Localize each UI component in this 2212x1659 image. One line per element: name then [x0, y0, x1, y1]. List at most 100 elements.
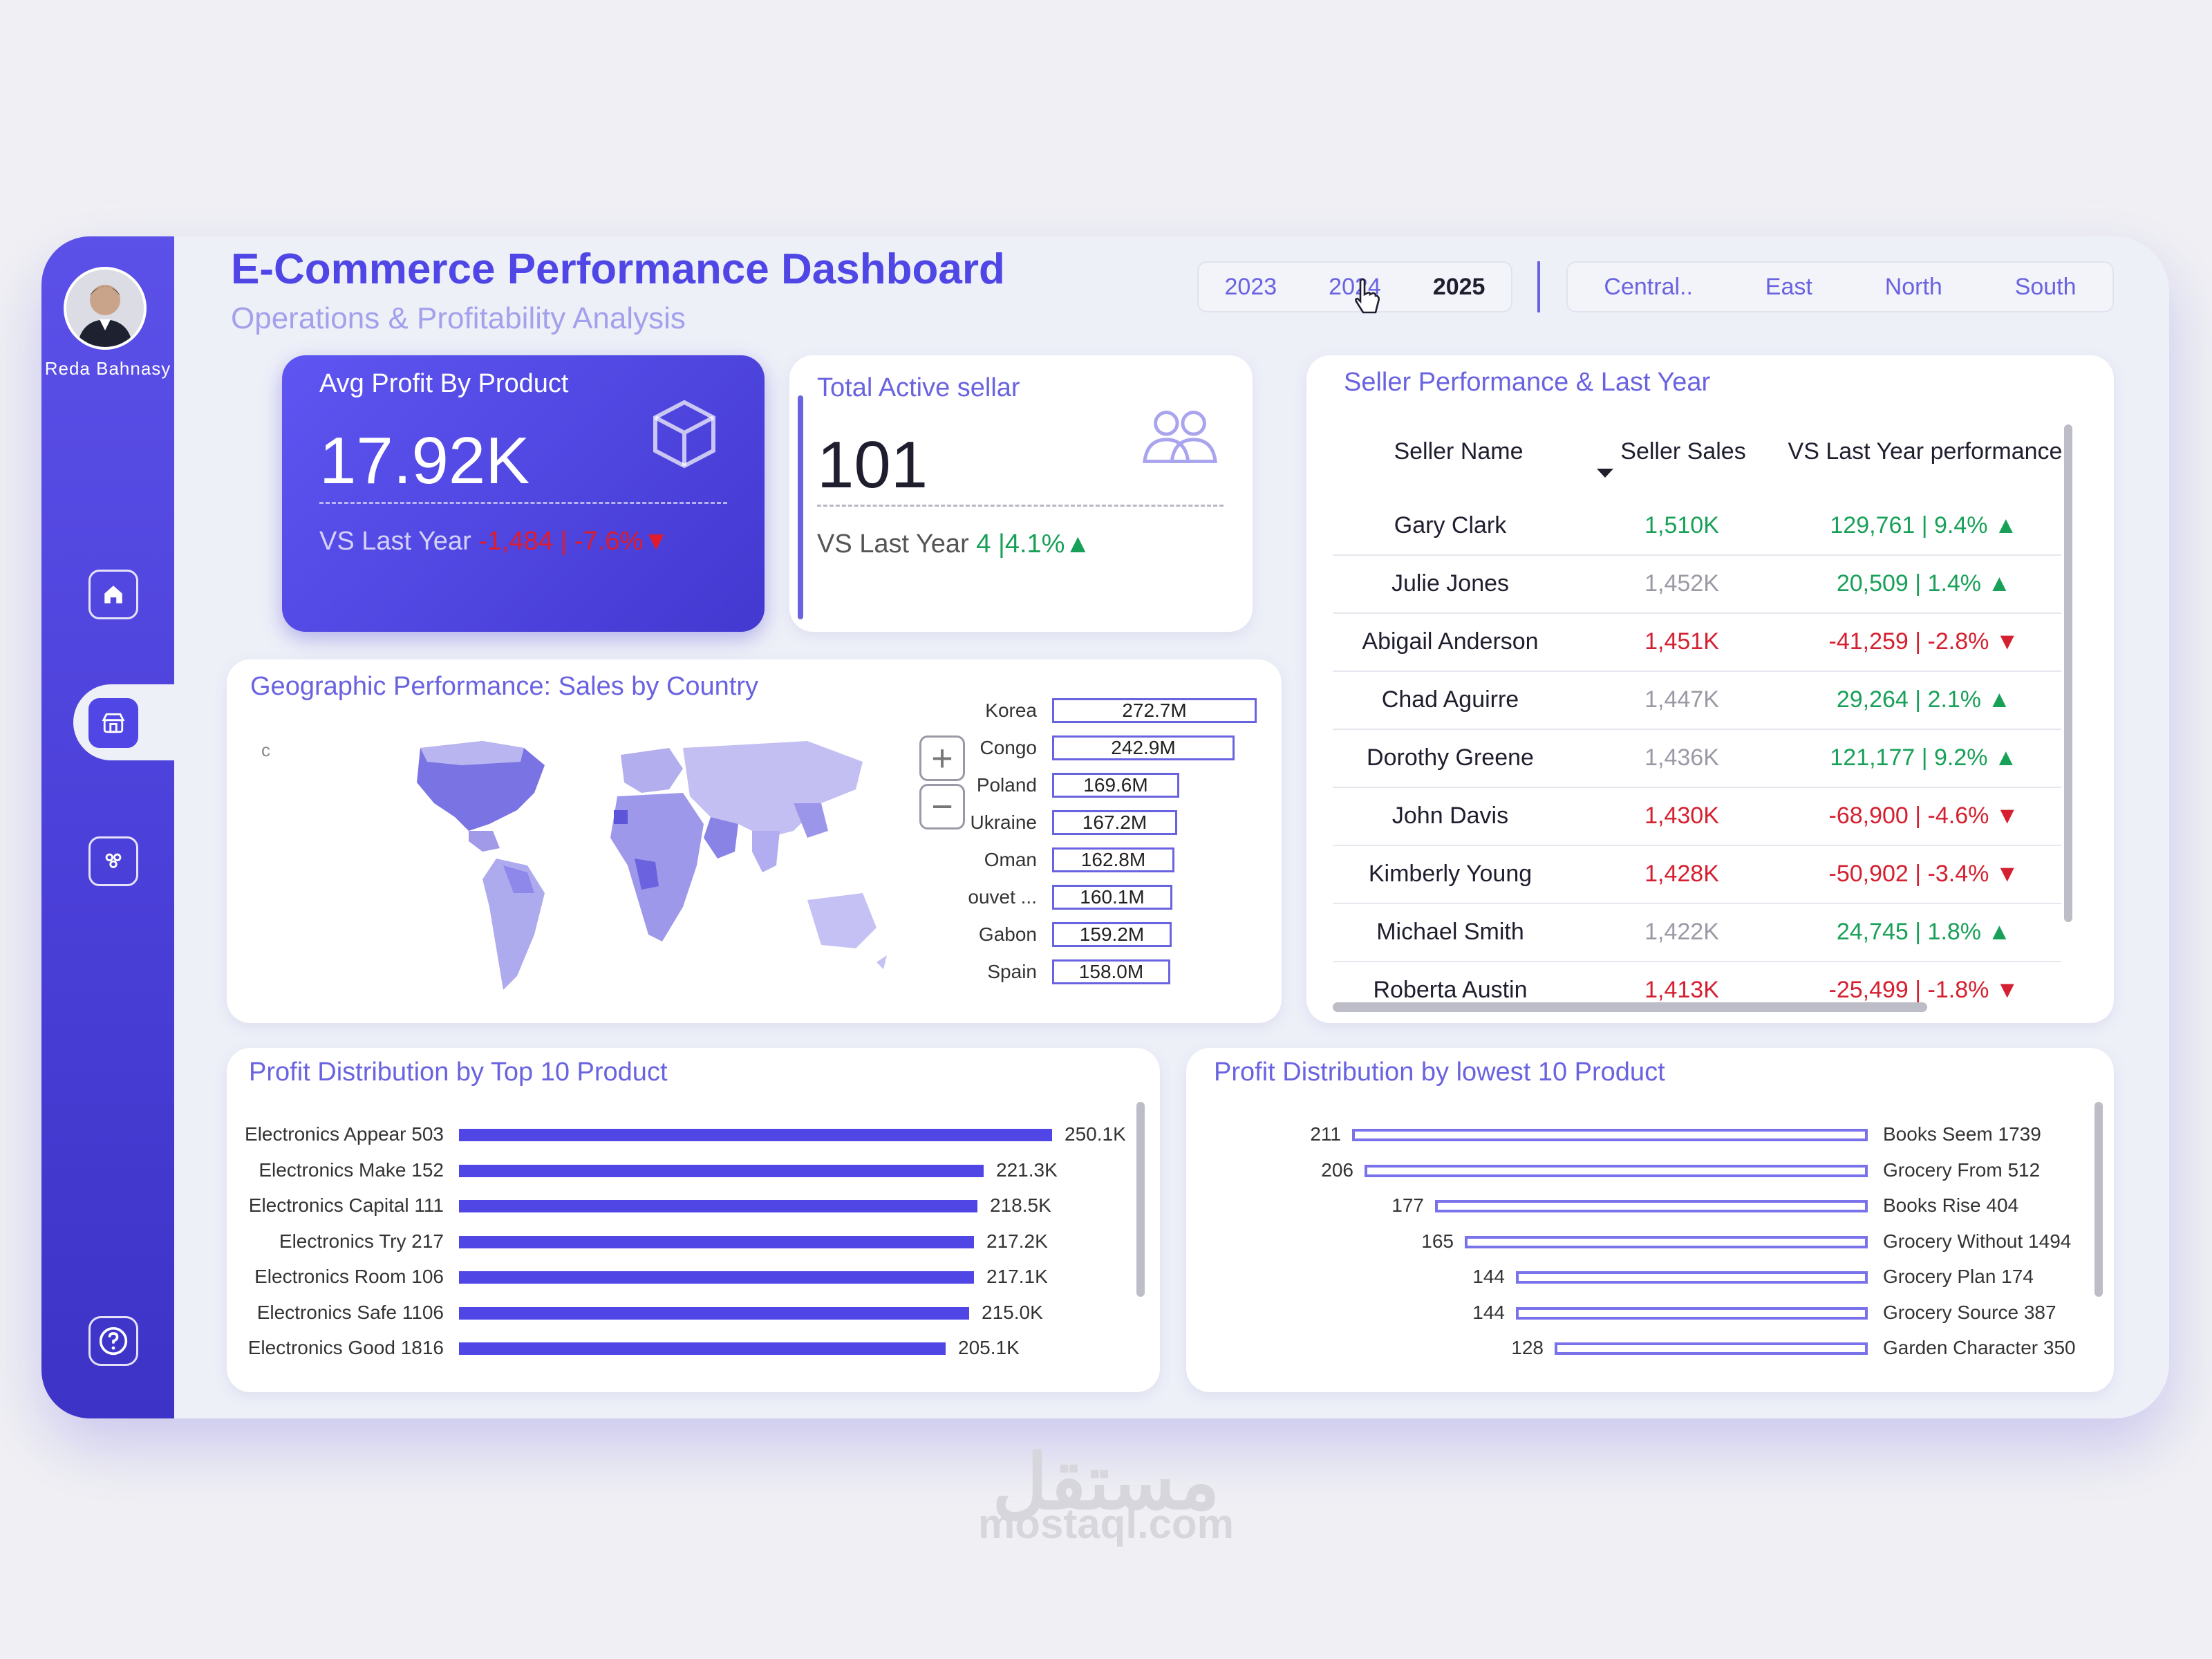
table-row[interactable]: Michael Smith 1,422K 24,745 | 1.8% ▲	[1333, 903, 2061, 962]
region-option-south[interactable]: South	[2014, 273, 2077, 300]
world-map[interactable]	[379, 727, 904, 1004]
top-products-scrollbar[interactable]	[1136, 1102, 1145, 1297]
product-label: Garden Character 350	[1883, 1337, 2076, 1358]
product-bar[interactable]	[1465, 1235, 1868, 1248]
lowest-products-title: Profit Distribution by lowest 10 Product	[1214, 1058, 1665, 1087]
map-zoom-out-button[interactable]: −	[919, 784, 965, 830]
kpi-sellers-vs-value: 4 |4.1%	[976, 529, 1065, 559]
product-bar[interactable]	[459, 1164, 984, 1177]
seller-vs-value: 29,264 | 2.1%	[1836, 686, 1982, 713]
product-bar[interactable]	[1365, 1164, 1868, 1177]
seller-name-cell: Dorothy Greene	[1367, 744, 1534, 771]
product-value-label: 205.1K	[958, 1337, 1020, 1358]
product-label: Grocery Plan 174	[1883, 1266, 2034, 1287]
avatar[interactable]	[64, 267, 147, 350]
kpi-vs-arrow: ▼	[643, 527, 669, 556]
seller-sales-cell: 1,451K	[1644, 628, 1719, 655]
user-name: Reda Bahnasy	[44, 358, 171, 379]
year-slicer: 2023 2024 2025	[1197, 261, 1512, 312]
store-icon	[102, 713, 125, 733]
product-bar[interactable]	[1516, 1306, 1868, 1320]
product-bar[interactable]	[459, 1271, 974, 1284]
nav-team-button[interactable]	[88, 836, 138, 886]
team-icon	[105, 853, 122, 868]
table-row[interactable]: John Davis 1,430K -68,900 | -4.6% ▼	[1333, 787, 2061, 846]
seller-vs-cell: -41,259 | -2.8% ▼	[1782, 612, 2065, 671]
col-seller-name[interactable]: Seller Name	[1394, 438, 1524, 465]
product-bar[interactable]	[1352, 1129, 1868, 1141]
country-label: Oman	[984, 849, 1037, 870]
kpi-sellers-vs: VS Last Year 4 |4.1%▲	[817, 529, 1091, 559]
watermark-logo-arabic: مستقل	[992, 1440, 1220, 1525]
table-row[interactable]: Kimberly Young 1,428K -50,902 | -3.4% ▼	[1333, 845, 2061, 904]
seller-name-cell: Michael Smith	[1376, 919, 1524, 945]
table-row[interactable]: Chad Aguirre 1,447K 29,264 | 2.1% ▲	[1333, 671, 2061, 730]
arrow-down-icon: ▼	[1989, 861, 2019, 887]
year-option-2023[interactable]: 2023	[1224, 273, 1277, 300]
product-bar[interactable]	[1435, 1200, 1868, 1212]
table-row[interactable]: Dorothy Greene 1,436K 121,177 | 9.2% ▲	[1333, 729, 2061, 788]
country-bar[interactable]: 162.8M	[1052, 847, 1174, 872]
seller-table-scrollbar-vertical[interactable]	[2064, 424, 2072, 922]
region-option-north[interactable]: North	[1884, 273, 1942, 300]
seller-vs-value: -41,259 | -2.8%	[1828, 628, 1989, 655]
seller-name-cell: Kimberly Young	[1368, 861, 1533, 887]
country-label: ouvet ...	[968, 886, 1037, 908]
nav-home-button[interactable]	[88, 570, 138, 619]
product-bar[interactable]	[459, 1306, 969, 1320]
nav-store-button[interactable]	[88, 698, 138, 748]
country-label: Ukraine	[970, 812, 1037, 833]
table-row[interactable]: Roberta Austin 1,413K -25,499 | -1.8% ▼	[1333, 961, 2061, 1019]
seller-vs-cell: 29,264 | 2.1% ▲	[1782, 671, 2065, 729]
nav-help-button[interactable]	[88, 1316, 138, 1366]
product-value-label: 217.2K	[986, 1230, 1048, 1252]
product-label: Books Rise 404	[1883, 1194, 2019, 1216]
product-label: Electronics Good 1816	[247, 1337, 444, 1358]
sort-desc-icon[interactable]	[1597, 469, 1613, 478]
product-bar[interactable]	[459, 1235, 974, 1248]
table-row[interactable]: Gary Clark 1,510K 129,761 | 9.4% ▲	[1333, 496, 2061, 556]
home-icon	[104, 585, 122, 603]
page-title: E-Commerce Performance Dashboard	[231, 245, 1005, 293]
product-bar[interactable]	[459, 1200, 977, 1212]
product-bar[interactable]	[1555, 1342, 1868, 1355]
seller-vs-value: -68,900 | -4.6%	[1828, 803, 1989, 829]
country-label: Korea	[985, 700, 1037, 721]
country-bar[interactable]: 169.6M	[1052, 773, 1179, 798]
product-value-label: 211	[1310, 1123, 1341, 1145]
help-icon	[99, 1327, 128, 1356]
country-bar[interactable]: 242.9M	[1052, 735, 1235, 760]
map-reset-icon[interactable]: c	[261, 740, 270, 760]
user-photo-icon	[66, 270, 144, 347]
country-bar[interactable]: 167.2M	[1052, 810, 1177, 835]
table-row[interactable]: Abigail Anderson 1,451K -41,259 | -2.8% ▼	[1333, 612, 2061, 672]
kpi-avg-profit-vs: VS Last Year -1,484 | -7.6%▼	[319, 527, 669, 556]
seller-name-cell: Roberta Austin	[1373, 977, 1528, 1003]
users-icon	[1143, 411, 1217, 463]
country-bar[interactable]: 272.7M	[1052, 698, 1257, 723]
kpi-vs-label: VS Last Year	[319, 527, 471, 556]
col-seller-sales[interactable]: Seller Sales	[1620, 438, 1746, 465]
country-bar[interactable]: 160.1M	[1052, 885, 1172, 910]
lowest-products-scrollbar[interactable]	[2094, 1102, 2103, 1297]
region-option-central[interactable]: Central..	[1604, 273, 1693, 300]
seller-name-cell: Abigail Anderson	[1362, 628, 1539, 655]
country-bar[interactable]: 158.0M	[1052, 959, 1170, 984]
product-bar[interactable]	[459, 1342, 946, 1355]
product-bar[interactable]	[1516, 1271, 1868, 1284]
product-bar[interactable]	[459, 1129, 1052, 1141]
arrow-down-icon: ▼	[1989, 628, 2019, 655]
table-row[interactable]: Julie Jones 1,452K 20,509 | 1.4% ▲	[1333, 554, 2061, 614]
col-vs-last-year[interactable]: VS Last Year performance	[1788, 438, 2063, 465]
year-option-2025[interactable]: 2025	[1432, 273, 1485, 300]
product-value-label: 217.1K	[986, 1266, 1048, 1287]
country-bar[interactable]: 159.2M	[1052, 922, 1172, 947]
map-zoom-in-button[interactable]: +	[919, 735, 965, 781]
region-option-east[interactable]: East	[1765, 273, 1812, 300]
seller-vs-value: -50,902 | -3.4%	[1828, 861, 1989, 887]
kpi-divider	[319, 502, 727, 504]
seller-table-scrollbar-horizontal[interactable]	[1333, 1002, 1927, 1012]
kpi-sellers-vs-label: VS Last Year	[817, 529, 969, 559]
kpi-accent-bar	[798, 395, 803, 619]
kpi-sellers-title: Total Active sellar	[817, 373, 1020, 402]
